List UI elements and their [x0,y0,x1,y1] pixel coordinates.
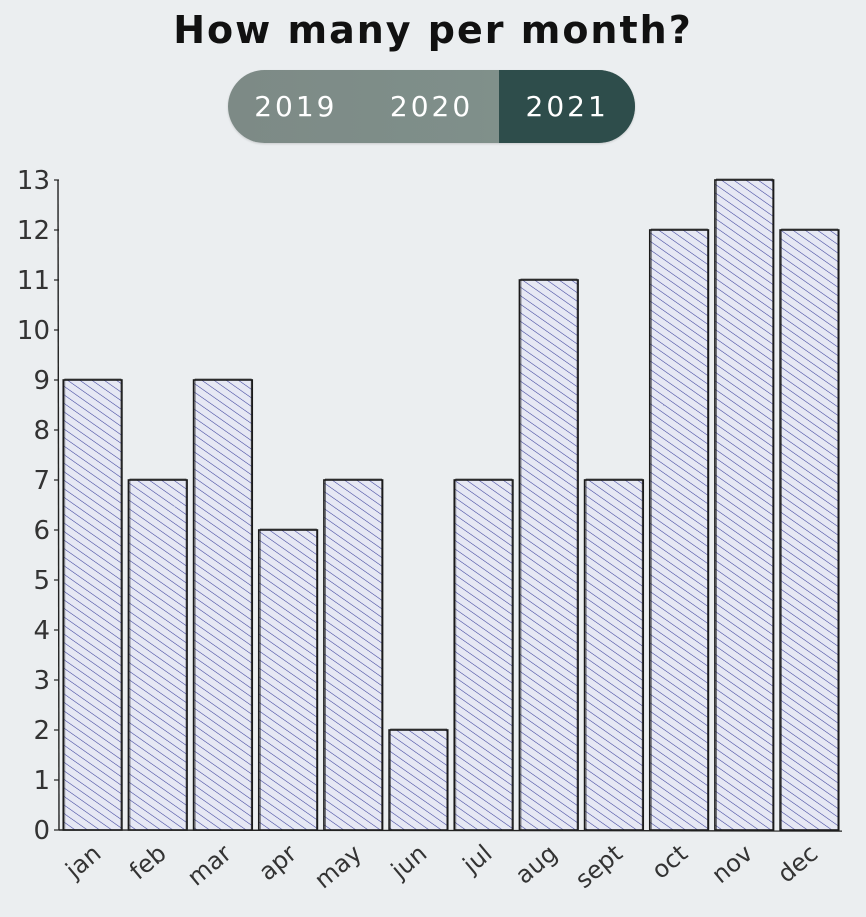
bar-outline [650,228,708,831]
x-tick-label: apr [253,839,302,886]
y-tick-label: 7 [33,466,50,496]
x-tick-label: jun [385,839,432,885]
y-tick-label: 10 [17,316,50,346]
bar-jun[interactable] [388,729,449,831]
y-tick-label: 2 [33,716,50,746]
y-tick-label: 5 [33,566,50,596]
bars [62,178,840,831]
bar-may[interactable] [323,479,384,831]
x-tick-label: may [309,839,367,894]
y-tick-label: 12 [17,216,50,246]
chart-title: How many per month? [173,8,693,52]
x-tick-label: jan [60,839,107,885]
y-tick-label: 1 [33,766,50,796]
year-option-2019[interactable]: 2019 [254,90,338,123]
x-tick-label: feb [124,839,171,885]
year-toggle: 2019 2020 2021 [228,70,635,143]
x-tick-label: sept [570,839,628,894]
y-tick-label: 9 [33,366,50,396]
bar-outline [585,478,643,831]
x-tick-label: aug [510,839,563,889]
bar-oct[interactable] [648,229,710,831]
bar-aug[interactable] [518,279,579,831]
year-option-2020[interactable]: 2020 [389,90,474,123]
y-tick-label: 8 [33,416,50,446]
y-axis-line [57,179,60,831]
y-tick-label: 0 [33,816,50,846]
bar-nov[interactable] [714,179,775,831]
x-axis: jan feb mar apr may jun jul aug sept oct nov dec [58,829,843,894]
bar-sept[interactable] [583,479,645,831]
bar-jan[interactable] [62,379,123,831]
x-tick-label: jul [457,839,498,879]
y-tick-label: 4 [33,616,50,646]
y-tick-label: 6 [33,516,50,546]
y-tick-label: 3 [33,666,50,696]
bar-apr[interactable] [257,529,319,831]
x-tick-label: dec [772,839,823,888]
y-tick-label: 11 [17,266,50,296]
year-option-2021[interactable]: 2021 [499,70,635,143]
bar-jul[interactable] [453,479,514,831]
bar-outline [781,228,839,831]
bar-outline [716,178,773,831]
bar-dec[interactable] [779,229,840,831]
bar-mar[interactable] [192,379,254,831]
x-axis-line [58,829,843,832]
x-tick-label: nov [706,839,758,889]
x-tick-label: mar [182,839,237,891]
y-tick-label: 13 [17,166,50,196]
bar-feb[interactable] [127,479,188,831]
x-tick-label: oct [646,839,693,884]
